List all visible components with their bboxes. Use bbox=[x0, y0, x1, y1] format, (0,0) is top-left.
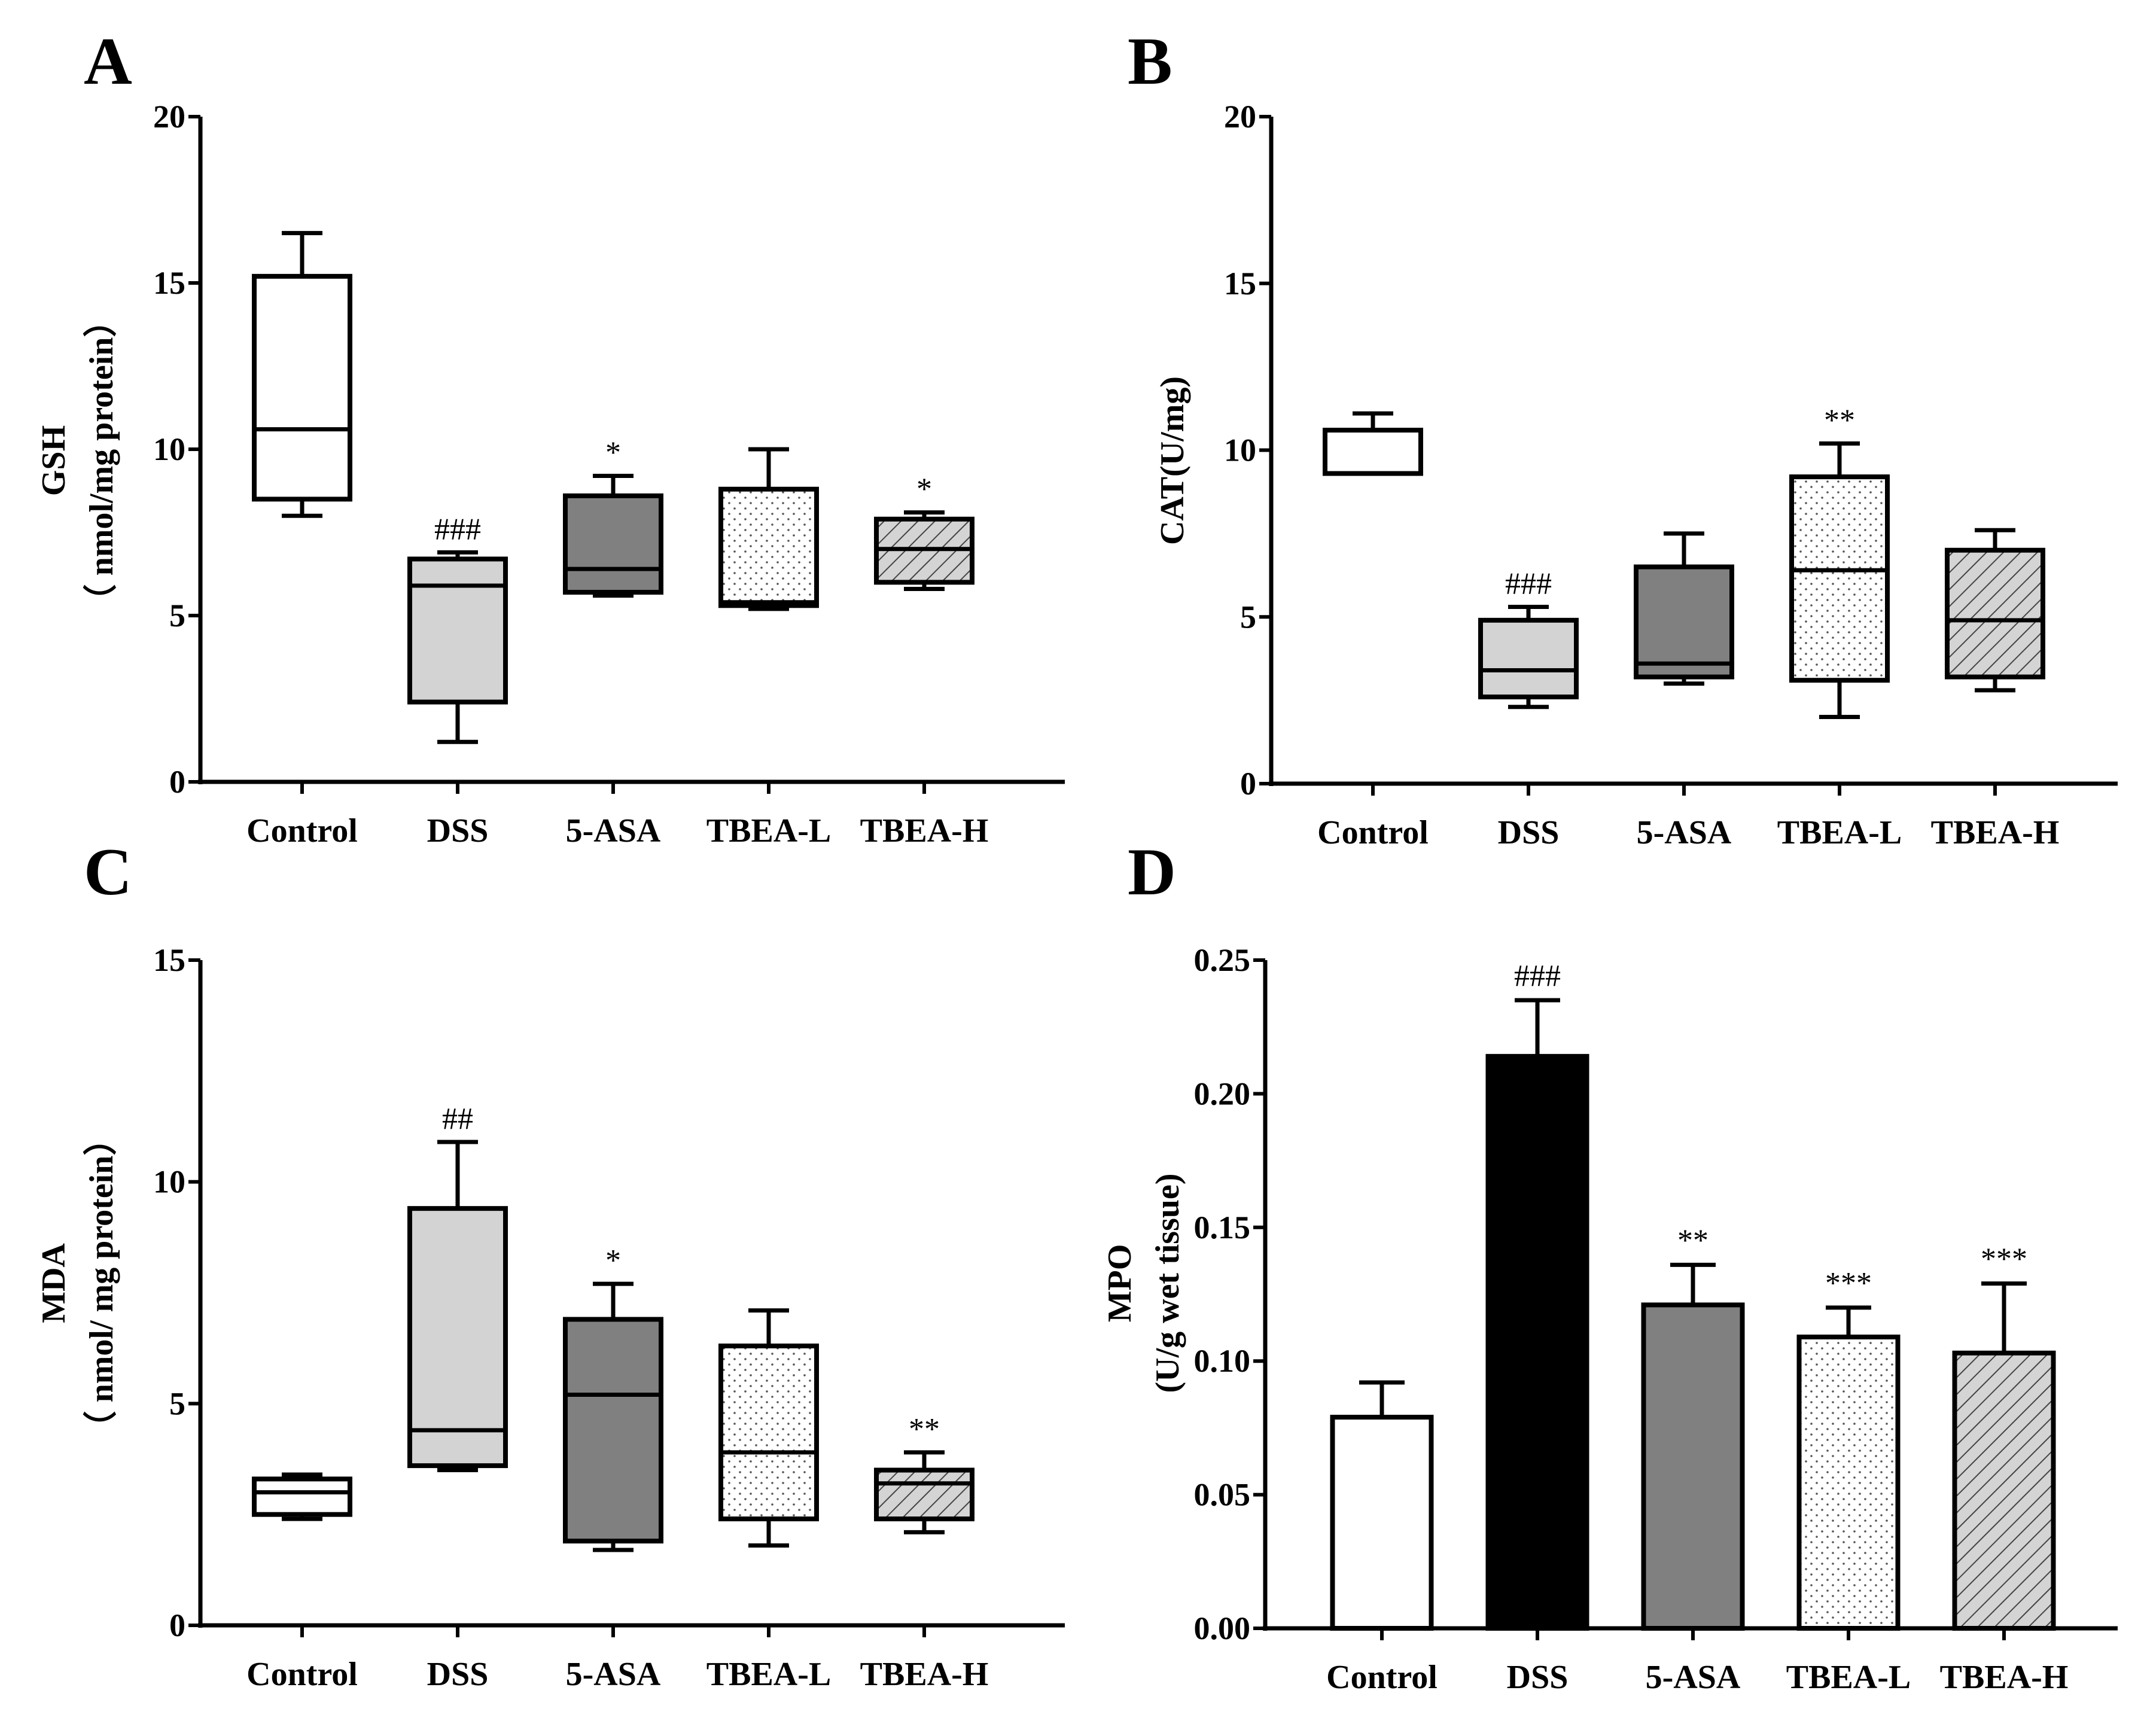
x-tick-label-d: TBEA-H bbox=[1940, 1659, 2069, 1696]
y-axis-unit-c: （ nmol/ mg protein） bbox=[83, 1122, 120, 1445]
panel-letter-c: C bbox=[84, 835, 132, 909]
y-tick-label-d: 0.15 bbox=[1194, 1210, 1251, 1245]
y-tick-label-d: 0.10 bbox=[1194, 1343, 1251, 1379]
box-a bbox=[252, 273, 352, 502]
x-tick-label-d: 5-ASA bbox=[1646, 1659, 1741, 1696]
x-tick-label-c: 5-ASA bbox=[566, 1656, 661, 1693]
x-tick-label-a: Control bbox=[246, 812, 358, 849]
y-tick-label-d: 0.25 bbox=[1194, 942, 1251, 978]
x-tick-label-d: TBEA-L bbox=[1786, 1659, 1911, 1696]
y-tick-label-b: 10 bbox=[1224, 433, 1256, 468]
x-tick-label-a: TBEA-L bbox=[706, 812, 832, 849]
y-tick-label-d: 0.20 bbox=[1194, 1076, 1251, 1111]
y-axis-label-a: GSH bbox=[35, 425, 72, 496]
y-tick-label-b: 15 bbox=[1224, 266, 1256, 301]
x-tick-label-b: TBEA-H bbox=[1931, 814, 2060, 851]
box-c bbox=[252, 1476, 352, 1517]
y-tick-label-a: 5 bbox=[169, 598, 185, 634]
significance-mark-c: * bbox=[605, 1244, 621, 1278]
panel-letter-a: A bbox=[84, 25, 132, 99]
x-tick-label-a: TBEA-H bbox=[860, 812, 989, 849]
panel-letter-d: D bbox=[1128, 835, 1176, 909]
y-axis-label-d: MPO bbox=[1101, 1244, 1138, 1323]
y-tick-label-a: 15 bbox=[153, 265, 185, 301]
box-b bbox=[1478, 617, 1579, 700]
bar-d bbox=[1796, 1334, 1901, 1631]
y-tick-label-c: 15 bbox=[153, 942, 185, 978]
x-tick-label-d: DSS bbox=[1507, 1659, 1569, 1696]
significance-mark-d: *** bbox=[1825, 1266, 1872, 1301]
y-tick-label-d: 0.00 bbox=[1194, 1610, 1251, 1646]
bar-d bbox=[1485, 1053, 1589, 1631]
box-a bbox=[563, 493, 663, 595]
significance-mark-d: *** bbox=[1981, 1242, 2027, 1277]
y-tick-label-d: 0.05 bbox=[1194, 1477, 1251, 1513]
box-b bbox=[1323, 428, 1423, 476]
significance-mark-a: * bbox=[916, 473, 932, 507]
y-tick-label-c: 5 bbox=[169, 1385, 185, 1421]
x-tick-label-a: 5-ASA bbox=[566, 812, 661, 849]
x-tick-label-b: TBEA-L bbox=[1777, 814, 1902, 851]
x-tick-label-c: TBEA-L bbox=[706, 1656, 832, 1693]
y-tick-label-b: 0 bbox=[1240, 766, 1256, 802]
x-tick-label-c: Control bbox=[246, 1656, 358, 1693]
x-tick-label-d: Control bbox=[1326, 1659, 1438, 1696]
x-tick-label-c: DSS bbox=[427, 1656, 489, 1693]
y-axis-label-c: MDA bbox=[35, 1243, 72, 1323]
significance-mark-a: * bbox=[605, 435, 621, 470]
y-tick-label-c: 0 bbox=[169, 1607, 185, 1643]
significance-mark-b: ### bbox=[1505, 567, 1552, 601]
box-c bbox=[718, 1343, 819, 1522]
y-axis-label-b: CAT(U/mg) bbox=[1154, 376, 1191, 545]
x-tick-label-a: DSS bbox=[427, 812, 489, 849]
panel-c: C MDA （ nmol/ mg protein） 0 5 10 15 Control D… bbox=[35, 835, 1065, 1693]
box-a bbox=[718, 486, 819, 608]
panel-letter-b: B bbox=[1128, 25, 1172, 99]
x-tick-label-c: TBEA-H bbox=[860, 1656, 989, 1693]
x-tick-label-b: DSS bbox=[1498, 814, 1560, 851]
box-c bbox=[407, 1206, 508, 1469]
significance-mark-d: ### bbox=[1514, 959, 1561, 993]
bar-d bbox=[1952, 1350, 2056, 1631]
box-b bbox=[1634, 564, 1734, 680]
y-tick-label-c: 10 bbox=[153, 1164, 185, 1200]
bar-d bbox=[1641, 1302, 1745, 1631]
x-tick-label-b: 5-ASA bbox=[1637, 814, 1732, 851]
x-tick-label-b: Control bbox=[1317, 814, 1429, 851]
significance-mark-a: ### bbox=[434, 512, 481, 546]
significance-mark-c: ** bbox=[909, 1412, 940, 1446]
box-b bbox=[1789, 474, 1890, 683]
box-c bbox=[563, 1317, 663, 1544]
box-b bbox=[1945, 547, 2045, 680]
y-axis-unit-a: （ nmol/mg protein） bbox=[83, 304, 120, 618]
box-c bbox=[874, 1467, 974, 1522]
panel-b: B CAT(U/mg) 0 5 10 15 20 Control DSS 5-ASA TBEA-… bbox=[1128, 25, 2118, 851]
panel-a: A GSH （ nmol/mg protein） 0 5 10 15 20 Control… bbox=[35, 25, 1065, 849]
significance-mark-d: ** bbox=[1677, 1223, 1708, 1257]
y-axis-unit-d: (U/g wet tissue) bbox=[1149, 1173, 1186, 1393]
y-tick-label-a: 0 bbox=[169, 764, 185, 800]
box-a bbox=[407, 556, 508, 705]
significance-mark-c: ## bbox=[442, 1102, 473, 1136]
y-tick-label-b: 5 bbox=[1240, 599, 1256, 635]
bar-d bbox=[1330, 1415, 1434, 1631]
y-tick-label-a: 20 bbox=[153, 99, 185, 135]
y-tick-label-a: 10 bbox=[153, 431, 185, 467]
y-tick-label-b: 20 bbox=[1224, 99, 1256, 135]
significance-mark-b: ** bbox=[1824, 403, 1855, 437]
panel-d: D MPO (U/g wet tissue) 0.00 0.05 0.10 0.15 0… bbox=[1101, 835, 2118, 1696]
